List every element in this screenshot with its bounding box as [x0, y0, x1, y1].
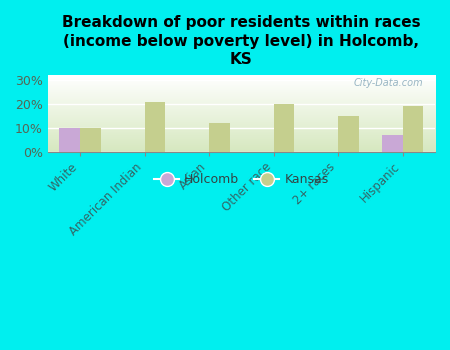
Bar: [382, 135, 403, 152]
Bar: [274, 104, 294, 152]
Legend: Holcomb, Kansas: Holcomb, Kansas: [149, 168, 333, 191]
Bar: [403, 106, 423, 152]
Title: Breakdown of poor residents within races
(income below poverty level) in Holcomb: Breakdown of poor residents within races…: [62, 15, 421, 67]
Bar: [144, 102, 165, 152]
Bar: [338, 116, 359, 152]
Bar: [59, 128, 80, 152]
Bar: [209, 123, 230, 152]
Text: City-Data.com: City-Data.com: [354, 78, 423, 88]
Bar: [80, 128, 101, 152]
